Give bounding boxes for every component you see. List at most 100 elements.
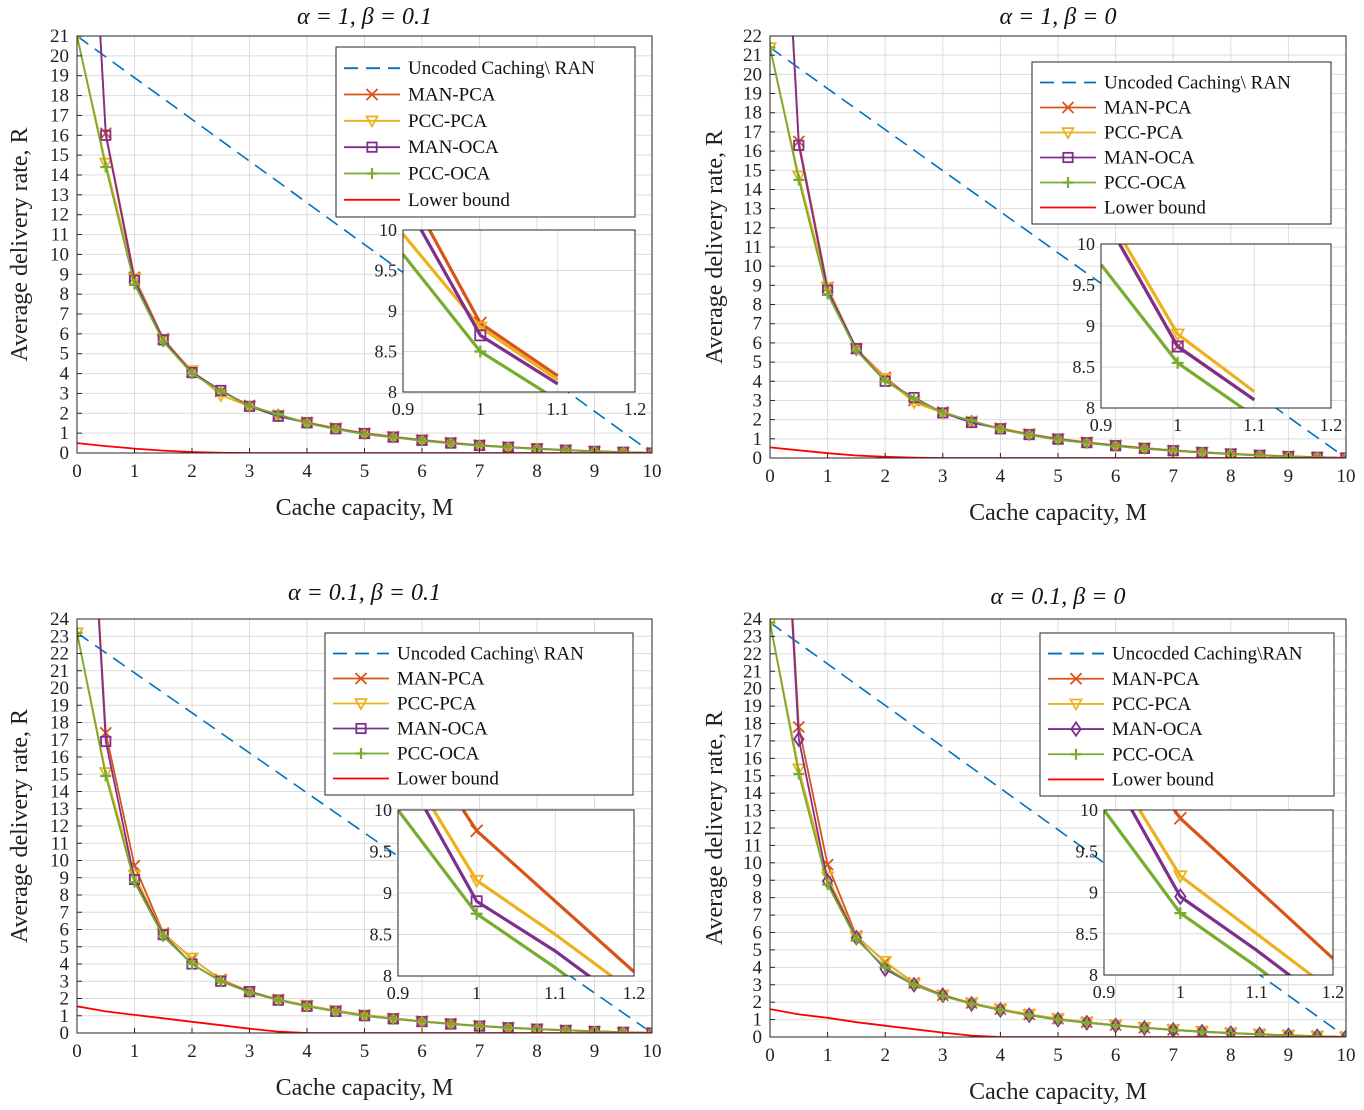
y-axis-label: Average delivery rate, R [702, 711, 728, 945]
inset-y-tick-label: 10 [374, 800, 392, 820]
inset-y-tick-label: 9.5 [1076, 841, 1099, 861]
y-tick-label: 21 [50, 26, 69, 47]
y-tick-label: 17 [743, 731, 762, 752]
data-point-man-oca [1253, 1026, 1266, 1037]
data-point-pcc-oca [822, 288, 834, 300]
data-point-pcc-oca [215, 975, 227, 987]
x-tick-label: 9 [590, 1041, 600, 1062]
data-point-pcc-oca [966, 998, 978, 1010]
inset-x-tick-label: 1.2 [1322, 982, 1345, 1002]
legend-label-lower-bound: Lower bound [1104, 198, 1206, 219]
x-tick-label: 9 [1284, 466, 1294, 487]
chart-panel-1: 0 1 2 3 4 5 6 7 8 9 100123456789101112131415161718… [7, 4, 662, 521]
chart-panel-2: 0 1 2 3 4 5 6 7 8 9 100123456789101112131415161718… [702, 4, 1356, 526]
x-tick-label: 0 [72, 1041, 82, 1062]
x-tick-label: 4 [996, 1045, 1006, 1066]
series-line-lower-bound [770, 446, 1346, 458]
inset-y-tick-label: 8 [1089, 965, 1098, 985]
legend-label-man-pca: MAN-PCA [397, 669, 485, 690]
y-tick-label: 9 [753, 275, 763, 296]
y-tick-label: 7 [60, 902, 70, 923]
x-axis-label: Cache capacity, M [969, 500, 1147, 526]
chart-title: α = 1, β = 0 [1000, 4, 1117, 30]
inset-x-tick-label: 1.2 [1320, 415, 1343, 435]
x-tick-label: 1 [130, 461, 140, 482]
y-tick-label: 0 [753, 448, 763, 469]
legend-marker-man-pca [354, 672, 368, 685]
chart-panel-3: 0 1 2 3 4 5 6 7 8 9 100123456789101112131415161718… [7, 580, 662, 1101]
y-tick-label: 17 [50, 730, 69, 751]
x-tick-label: 3 [245, 1041, 255, 1062]
chart-title: α = 0.1, β = 0.1 [288, 580, 441, 606]
data-point-man-oca [1340, 1028, 1346, 1037]
inset-y-tick-label: 9.5 [370, 842, 393, 862]
inset-y-tick-label: 8.5 [375, 342, 398, 362]
legend: Uncoded Caching\ RAN MAN-PCA PCC-PCA MAN-OC… [335, 46, 636, 218]
data-point-pcc-pca [878, 955, 893, 969]
data-point-man-oca [1138, 1019, 1151, 1037]
data-point-pcc-oca [1254, 1028, 1266, 1037]
data-point-pcc-oca [330, 423, 342, 435]
legend-box [1039, 632, 1335, 797]
inset-series [1104, 810, 1333, 975]
inset-point-pcc-oca [1171, 356, 1184, 369]
inset-line-man-pca [461, 810, 634, 973]
x-axis-label: Cache capacity, M [276, 1075, 454, 1101]
chart-panel-4: 0 1 2 3 4 5 6 7 8 9 100123456789101112131415161718… [702, 584, 1356, 1105]
data-point-pcc-oca [822, 879, 834, 891]
legend-marker-man-oca [1062, 151, 1074, 164]
inset-x-tick-label: 0.9 [1090, 415, 1113, 435]
data-point-pcc-oca [770, 619, 776, 628]
legend-label-man-pca: MAN-PCA [1112, 669, 1200, 690]
data-point-pcc-oca [445, 437, 457, 449]
data-point-pcc-oca [387, 432, 399, 444]
data-point-pcc-oca [793, 174, 805, 186]
x-axis-label: Cache capacity, M [969, 1079, 1147, 1105]
inset-point-man-pca [470, 824, 484, 838]
y-tick-label: 17 [743, 122, 762, 143]
y-tick-label: 7 [60, 304, 70, 325]
legend-box [335, 46, 636, 218]
y-tick-label: 3 [60, 971, 70, 992]
y-tick-label: 15 [743, 766, 762, 787]
inset-y-tick-label: 10 [1080, 800, 1098, 820]
legend-marker-pcc-oca [1070, 748, 1082, 760]
inset-series [398, 810, 634, 976]
data-point-man-oca [1052, 1011, 1064, 1028]
data-point-pcc-oca [1196, 1026, 1208, 1037]
inset-series [1101, 244, 1256, 408]
y-tick-label: 10 [50, 851, 69, 872]
data-point-pcc-oca [157, 336, 169, 348]
y-tick-label: 22 [50, 644, 69, 665]
y-tick-label: 5 [753, 352, 763, 373]
inset-y-tick-label: 10 [379, 220, 397, 240]
data-point-pcc-oca [1110, 440, 1122, 452]
y-tick-label: 16 [743, 748, 762, 769]
legend-label-pcc-oca: PCC-OCA [408, 164, 491, 185]
legend-label-pcc-pca: PCC-PCA [1112, 694, 1191, 715]
data-point-pcc-pca [127, 869, 142, 883]
y-tick-label: 19 [743, 696, 762, 717]
inset-x-tick-label: 1.1 [1243, 415, 1266, 435]
y-tick-label: 1 [753, 429, 763, 450]
legend-label-pcc-pca: PCC-PCA [1104, 123, 1183, 144]
series-line-lower-bound [77, 1005, 652, 1033]
y-tick-label: 14 [50, 165, 70, 186]
x-tick-label: 8 [1226, 466, 1236, 487]
y-tick-label: 24 [743, 609, 763, 630]
y-tick-label: 0 [60, 1023, 70, 1044]
x-tick-label: 8 [1226, 1045, 1236, 1066]
inset-x-tick-label: 1 [1176, 982, 1185, 1002]
y-tick-label: 17 [50, 105, 69, 126]
data-point-pcc-oca [879, 375, 891, 387]
x-tick-label: 1 [130, 1041, 140, 1062]
inset-x-tick-label: 0.9 [387, 983, 410, 1003]
y-tick-label: 15 [743, 160, 762, 181]
legend-label-lower-bound: Lower bound [1112, 769, 1214, 790]
inset-zoom: 0.9 1 1.1 1.2 8 8.5 9 9.5 10 [375, 220, 647, 419]
y-tick-label: 9 [60, 264, 70, 285]
data-point-pcc-oca [1138, 1022, 1150, 1034]
series-line-lower-bound [77, 442, 652, 453]
y-tick-label: 13 [743, 801, 762, 822]
y-tick-label: 7 [753, 314, 763, 335]
